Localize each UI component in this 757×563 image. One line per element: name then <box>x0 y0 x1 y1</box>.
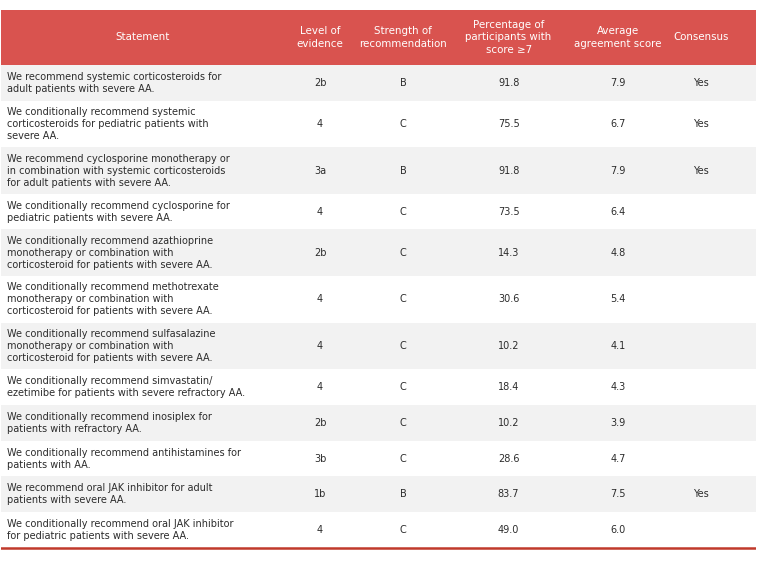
Text: 7.9: 7.9 <box>610 78 625 88</box>
Text: 91.8: 91.8 <box>498 166 519 176</box>
Bar <box>2 10 755 65</box>
Text: We recommend cyclosporine monotherapy or
in combination with systemic corticoste: We recommend cyclosporine monotherapy or… <box>8 154 230 187</box>
Text: 49.0: 49.0 <box>498 525 519 535</box>
Text: Consensus: Consensus <box>673 32 729 42</box>
Text: C: C <box>400 341 407 351</box>
Text: We conditionally recommend methotrexate
monotherapy or combination with
corticos: We conditionally recommend methotrexate … <box>8 283 220 316</box>
Text: We conditionally recommend simvastatin/
ezetimibe for patients with severe refra: We conditionally recommend simvastatin/ … <box>8 376 245 398</box>
Text: 4: 4 <box>317 382 323 392</box>
Bar <box>2 65 755 101</box>
Text: 4.7: 4.7 <box>610 454 625 463</box>
Text: 4: 4 <box>317 294 323 305</box>
Text: Yes: Yes <box>693 78 709 88</box>
Text: Statement: Statement <box>116 32 170 42</box>
Text: 1b: 1b <box>314 489 326 499</box>
Text: 3.9: 3.9 <box>610 418 625 428</box>
Text: 6.7: 6.7 <box>610 119 625 129</box>
Text: 75.5: 75.5 <box>498 119 519 129</box>
Bar <box>2 512 755 548</box>
Text: 10.2: 10.2 <box>498 418 519 428</box>
Text: 3b: 3b <box>314 454 326 463</box>
Text: We conditionally recommend oral JAK inhibitor
for pediatric patients with severe: We conditionally recommend oral JAK inhi… <box>8 519 234 541</box>
Text: B: B <box>400 78 407 88</box>
Bar <box>2 323 755 369</box>
Text: 7.5: 7.5 <box>610 489 626 499</box>
Text: Level of
evidence: Level of evidence <box>297 26 344 48</box>
Text: 6.0: 6.0 <box>610 525 625 535</box>
Text: We conditionally recommend cyclosporine for
pediatric patients with severe AA.: We conditionally recommend cyclosporine … <box>8 200 230 223</box>
Text: Yes: Yes <box>693 119 709 129</box>
Text: 73.5: 73.5 <box>498 207 519 217</box>
Text: 2b: 2b <box>314 78 326 88</box>
Text: 91.8: 91.8 <box>498 78 519 88</box>
Text: 83.7: 83.7 <box>498 489 519 499</box>
Text: C: C <box>400 418 407 428</box>
Text: 30.6: 30.6 <box>498 294 519 305</box>
Text: We conditionally recommend sulfasalazine
monotherapy or combination with
cortico: We conditionally recommend sulfasalazine… <box>8 329 216 363</box>
Text: 4.1: 4.1 <box>610 341 625 351</box>
Text: We recommend oral JAK inhibitor for adult
patients with severe AA.: We recommend oral JAK inhibitor for adul… <box>8 483 213 505</box>
Text: 3a: 3a <box>314 166 326 176</box>
Bar <box>2 147 755 194</box>
Text: C: C <box>400 207 407 217</box>
Bar <box>2 441 755 476</box>
Bar <box>2 230 755 276</box>
Text: 2b: 2b <box>314 418 326 428</box>
Text: Yes: Yes <box>693 489 709 499</box>
Text: 7.9: 7.9 <box>610 166 625 176</box>
Bar <box>2 276 755 323</box>
Text: Strength of
recommendation: Strength of recommendation <box>359 26 447 48</box>
Text: We conditionally recommend antihistamines for
patients with AA.: We conditionally recommend antihistamine… <box>8 448 241 470</box>
Text: C: C <box>400 119 407 129</box>
Text: 5.4: 5.4 <box>610 294 625 305</box>
Text: 4: 4 <box>317 119 323 129</box>
Bar <box>2 405 755 441</box>
Text: 2b: 2b <box>314 248 326 258</box>
Text: 6.4: 6.4 <box>610 207 625 217</box>
Text: C: C <box>400 525 407 535</box>
Text: We conditionally recommend azathioprine
monotherapy or combination with
corticos: We conditionally recommend azathioprine … <box>8 236 213 270</box>
Text: We recommend systemic corticosteroids for
adult patients with severe AA.: We recommend systemic corticosteroids fo… <box>8 72 222 94</box>
Text: Average
agreement score: Average agreement score <box>575 26 662 48</box>
Bar <box>2 194 755 230</box>
Text: B: B <box>400 166 407 176</box>
Text: C: C <box>400 454 407 463</box>
Text: C: C <box>400 248 407 258</box>
Text: 18.4: 18.4 <box>498 382 519 392</box>
Text: 4: 4 <box>317 341 323 351</box>
Text: C: C <box>400 294 407 305</box>
Text: B: B <box>400 489 407 499</box>
Text: 10.2: 10.2 <box>498 341 519 351</box>
Text: 4.3: 4.3 <box>610 382 625 392</box>
Text: 4: 4 <box>317 207 323 217</box>
Text: We conditionally recommend systemic
corticosteroids for pediatric patients with
: We conditionally recommend systemic cort… <box>8 107 209 141</box>
Bar <box>2 101 755 147</box>
Bar <box>2 476 755 512</box>
Text: 14.3: 14.3 <box>498 248 519 258</box>
Bar <box>2 369 755 405</box>
Text: 4: 4 <box>317 525 323 535</box>
Text: 4.8: 4.8 <box>610 248 625 258</box>
Text: Yes: Yes <box>693 166 709 176</box>
Text: Percentage of
participants with
score ≥7: Percentage of participants with score ≥7 <box>466 20 552 55</box>
Text: We conditionally recommend inosiplex for
patients with refractory AA.: We conditionally recommend inosiplex for… <box>8 412 212 434</box>
Text: C: C <box>400 382 407 392</box>
Text: 28.6: 28.6 <box>498 454 519 463</box>
